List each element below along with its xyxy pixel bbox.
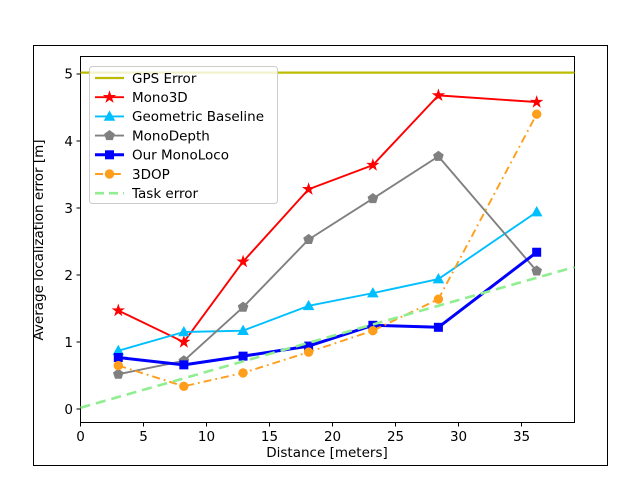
legend-item-3dop: 3DOP: [95, 167, 170, 183]
series-marker-monodepth: [237, 301, 249, 312]
x-tick-label: 10: [198, 429, 215, 445]
y-tick-label: 5: [64, 67, 73, 83]
series-marker-geometric-baseline: [432, 273, 445, 284]
figure-frame: [33, 45, 608, 466]
y-tick-label: 0: [64, 402, 73, 418]
series-marker-mono3d: [301, 182, 316, 195]
legend-item-geometric-baseline: Geometric Baseline: [95, 109, 264, 125]
x-tick-label: 0: [76, 429, 85, 445]
x-tick-label: 25: [387, 429, 404, 445]
series-marker-mono3d: [177, 335, 191, 348]
legend: GPS Error Mono3D Geometric Baseline MonoDep…: [89, 66, 278, 204]
x-tick-label: 15: [261, 429, 278, 445]
series-marker-3dop: [368, 325, 378, 336]
legend-label-task-error: Task error: [131, 186, 199, 202]
series-marker-mono3d: [530, 95, 544, 108]
series-marker-mono3d: [366, 158, 380, 171]
legend-label-geometric-baseline: Geometric Baseline: [132, 109, 264, 125]
series-marker-our-monoloco: [532, 247, 542, 257]
series-our-monoloco: [113, 247, 542, 370]
series-marker-geometric-baseline: [237, 324, 249, 335]
legend-box: [89, 66, 278, 204]
legend-item-gps-error: GPS Error: [95, 71, 197, 87]
series-marker-geometric-baseline: [112, 344, 125, 356]
series-marker-our-monoloco: [433, 322, 443, 332]
legend-label-monodepth: MonoDepth: [132, 128, 210, 144]
series-line-task-error: [80, 265, 575, 410]
legend-sample-marker-our-monoloco: [105, 150, 114, 160]
series-marker-our-monoloco: [368, 320, 378, 330]
x-tick-label: 5: [139, 429, 148, 445]
legend-item-our-monoloco: Our MonoLoco: [95, 148, 229, 164]
series-marker-monodepth: [112, 368, 124, 379]
figure-frame-layer: [33, 45, 608, 466]
series-marker-geometric-baseline: [302, 299, 315, 311]
series-3dop: [113, 109, 542, 392]
series-marker-our-monoloco: [113, 352, 123, 362]
legend-label-our-monoloco: Our MonoLoco: [132, 148, 229, 164]
series-marker-our-monoloco: [179, 360, 189, 370]
y-axis-label: Average localization error [m]: [31, 139, 47, 340]
series-marker-monodepth: [303, 233, 314, 245]
x-tick-label: 35: [513, 429, 530, 445]
series-line-our-monoloco: [118, 251, 538, 367]
series-marker-our-monoloco: [304, 341, 314, 351]
legend-sample-marker-mono3d: [102, 90, 117, 103]
legend-sample-marker-geometric-baseline: [103, 110, 116, 121]
legend-label-mono3d: Mono3D: [132, 90, 188, 106]
y-tick-label: 3: [64, 201, 73, 217]
series-marker-our-monoloco: [238, 351, 248, 361]
series-marker-mono3d: [111, 303, 125, 317]
series-marker-geometric-baseline: [530, 206, 543, 217]
series-marker-3dop: [433, 294, 444, 304]
series-marker-geometric-baseline: [178, 326, 190, 337]
series-marker-3dop: [238, 368, 248, 378]
series-marker-geometric-baseline: [367, 287, 379, 298]
series-task-error: [80, 265, 575, 410]
series-marker-monodepth: [433, 150, 444, 161]
x-axis-label: Distance [meters]: [266, 445, 388, 461]
series-marker-3dop: [179, 381, 189, 392]
x-tick-label: 30: [450, 429, 467, 445]
y-tick-label: 2: [64, 268, 73, 284]
legend-item-task-error: Task error: [95, 186, 199, 202]
legend-sample-marker-3dop: [104, 169, 115, 179]
axes-spines: [80, 56, 575, 423]
series-marker-mono3d: [236, 254, 250, 268]
legend-item-mono3d: Mono3D: [95, 90, 188, 106]
legend-label-3dop: 3DOP: [132, 167, 170, 183]
series-marker-3dop: [531, 109, 542, 119]
y-tick-label: 4: [64, 134, 73, 150]
series-geometric-baseline: [112, 206, 543, 356]
series-marker-3dop: [303, 347, 314, 357]
series-mono3d: [111, 88, 544, 348]
series-marker-mono3d: [431, 88, 446, 102]
x-tick-label: 20: [324, 429, 341, 445]
series-marker-monodepth: [367, 193, 379, 204]
legend-item-monodepth: MonoDepth: [95, 128, 210, 144]
legend-sample-marker-monodepth: [104, 130, 115, 141]
series-marker-monodepth: [531, 265, 543, 276]
legend-label-gps-error: GPS Error: [132, 71, 197, 87]
series-marker-3dop: [113, 360, 124, 371]
y-tick-label: 1: [64, 335, 73, 351]
